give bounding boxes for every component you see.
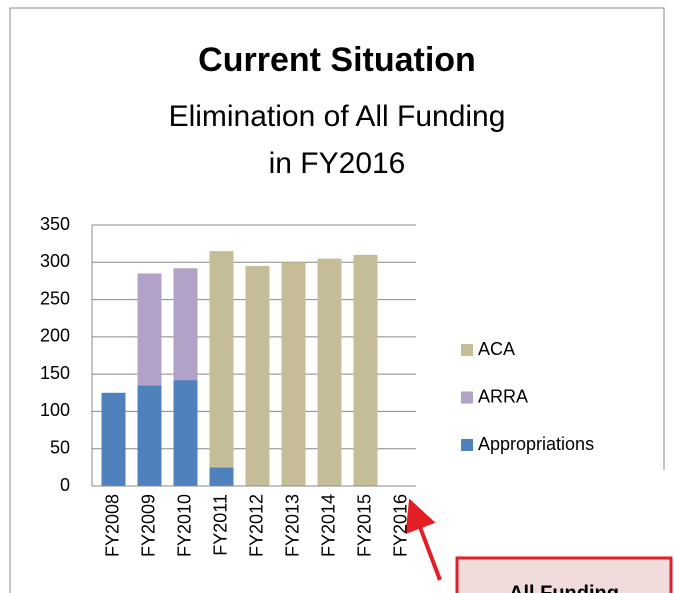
x-tick-label: FY2009 <box>138 494 158 557</box>
legend-label: ACA <box>478 339 515 359</box>
x-tick-label: FY2011 <box>210 494 230 556</box>
bar-segment <box>353 254 378 486</box>
x-tick-label: FY2016 <box>390 494 410 557</box>
legend-swatch <box>461 391 473 404</box>
chart-subtitle: in FY2016 <box>269 147 406 180</box>
bar-segment <box>101 392 126 486</box>
legend-swatch <box>461 344 473 356</box>
annotation-text: All Funding <box>509 582 619 593</box>
bar-segment <box>137 385 162 486</box>
chart-title: Current Situation <box>198 41 476 79</box>
x-tick-label: FY2012 <box>246 494 266 557</box>
legend-label: ARRA <box>478 386 528 406</box>
y-tick-label: 50 <box>50 437 70 457</box>
annotation-box <box>455 556 673 593</box>
chart-subtitle: Elimination of All Funding <box>169 100 506 133</box>
y-tick-label: 300 <box>40 251 70 271</box>
chart-frame <box>9 7 665 593</box>
bar-segment <box>245 266 270 486</box>
y-tick-label: 0 <box>60 475 70 495</box>
x-tick-label: FY2013 <box>282 494 302 557</box>
y-tick-label: 350 <box>40 214 70 234</box>
y-tick-label: 150 <box>40 363 70 383</box>
x-tick-label: FY2015 <box>354 494 374 557</box>
bar-segment <box>209 251 234 468</box>
bar-segment <box>173 380 198 486</box>
bar-segment <box>137 273 162 386</box>
x-tick-label: FY2014 <box>318 494 338 557</box>
y-tick-label: 250 <box>40 288 70 308</box>
y-tick-label: 100 <box>40 400 70 420</box>
bar-segment <box>173 268 198 381</box>
bar-segment <box>317 258 342 486</box>
legend-swatch <box>461 439 473 451</box>
bar-segment <box>281 262 306 486</box>
bar-segment <box>209 467 234 486</box>
x-tick-label: FY2008 <box>102 494 122 557</box>
y-tick-label: 200 <box>40 326 70 346</box>
legend-label: Appropriations <box>478 434 594 454</box>
annotation-arrow <box>405 498 442 581</box>
x-tick-label: FY2010 <box>174 494 194 557</box>
